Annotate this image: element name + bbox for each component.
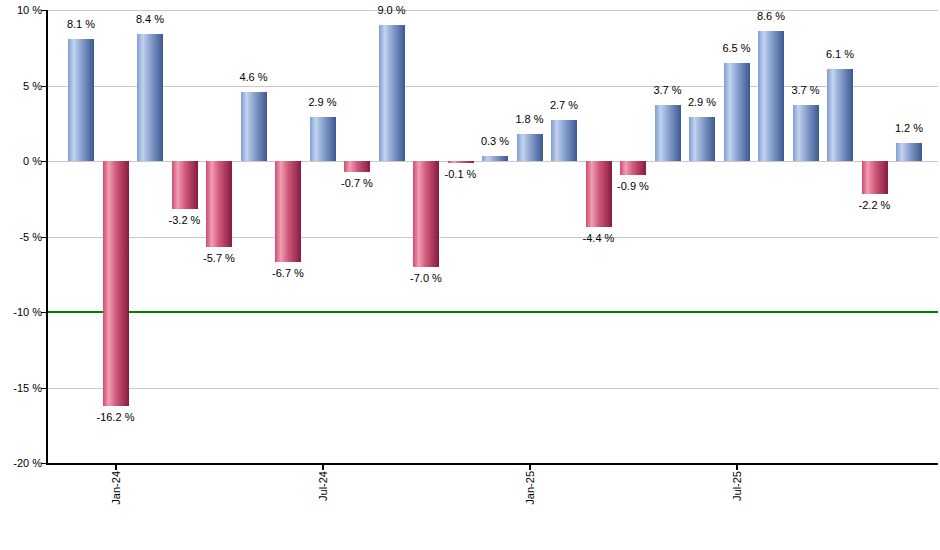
monthly-returns-chart: 10 % 5 % 0 % -5 % -10 % -15 % -20 % Jan-24 Jul-2… — [0, 0, 940, 550]
bar-value-label: 2.9 % — [670, 96, 734, 109]
bar-value-label: -6.7 % — [256, 267, 320, 280]
bar-value-label: -2.2 % — [843, 199, 907, 212]
bar — [724, 63, 750, 161]
bar — [448, 161, 474, 163]
y-tick-label: 0 % — [0, 155, 42, 168]
x-tick — [529, 463, 531, 470]
bar — [206, 161, 232, 247]
bar-value-label: -4.4 % — [567, 232, 631, 245]
y-tick-label: -10 % — [0, 306, 42, 319]
bar-value-label: -0.7 % — [325, 177, 389, 190]
bar-value-label: 4.6 % — [222, 71, 286, 84]
bar — [862, 161, 888, 194]
bar-value-label: 3.7 % — [636, 84, 700, 97]
bar-value-label: 6.5 % — [705, 42, 769, 55]
bar-value-label: 2.9 % — [291, 96, 355, 109]
bar — [241, 92, 267, 161]
x-tick — [115, 463, 117, 470]
x-tick — [322, 463, 324, 470]
y-tick-label: -20 % — [0, 457, 42, 470]
x-tick-label: Jan-25 — [524, 471, 537, 505]
grid-line — [48, 237, 938, 238]
bar-value-label: -16.2 % — [84, 411, 148, 424]
bar — [551, 120, 577, 161]
bar-value-label: -0.1 % — [429, 168, 493, 181]
bar-value-label: -7.0 % — [394, 272, 458, 285]
bar-value-label: 8.1 % — [49, 18, 113, 31]
bar — [655, 105, 681, 161]
bar-value-label: -3.2 % — [153, 214, 217, 227]
y-tick-label: 10 % — [0, 4, 42, 17]
bar — [137, 34, 163, 161]
bar — [586, 161, 612, 227]
bar — [379, 25, 405, 161]
x-tick-label: Jan-24 — [110, 471, 123, 505]
bar — [620, 161, 646, 175]
threshold-line — [48, 311, 938, 313]
bar-value-label: 1.8 % — [498, 113, 562, 126]
bar — [896, 143, 922, 161]
bar — [68, 39, 94, 161]
bar-value-label: 2.7 % — [532, 99, 596, 112]
x-axis — [46, 463, 938, 465]
bar-value-label: 9.0 % — [360, 4, 424, 17]
bar-value-label: 8.6 % — [739, 10, 803, 23]
bar-value-label: -0.9 % — [601, 180, 665, 193]
bar — [310, 117, 336, 161]
x-tick-label: Jul-24 — [317, 471, 330, 501]
x-tick-label: Jul-25 — [731, 471, 744, 501]
grid-line — [48, 10, 938, 11]
y-tick-label: -15 % — [0, 382, 42, 395]
bar-value-label: 1.2 % — [877, 122, 940, 135]
y-axis — [46, 10, 48, 465]
bar-value-label: -5.7 % — [187, 252, 251, 265]
y-tick-label: 5 % — [0, 80, 42, 93]
x-tick — [736, 463, 738, 470]
bar-value-label: 6.1 % — [808, 48, 872, 61]
bar — [689, 117, 715, 161]
bar — [103, 161, 129, 406]
bar — [344, 161, 370, 172]
bar — [275, 161, 301, 262]
grid-line — [48, 388, 938, 389]
bar — [172, 161, 198, 209]
bar — [827, 69, 853, 161]
bar — [482, 156, 508, 161]
bar — [793, 105, 819, 161]
bar-value-label: 8.4 % — [118, 13, 182, 26]
y-tick-label: -5 % — [0, 231, 42, 244]
bar-value-label: 3.7 % — [774, 84, 838, 97]
bar-value-label: 0.3 % — [463, 135, 527, 148]
